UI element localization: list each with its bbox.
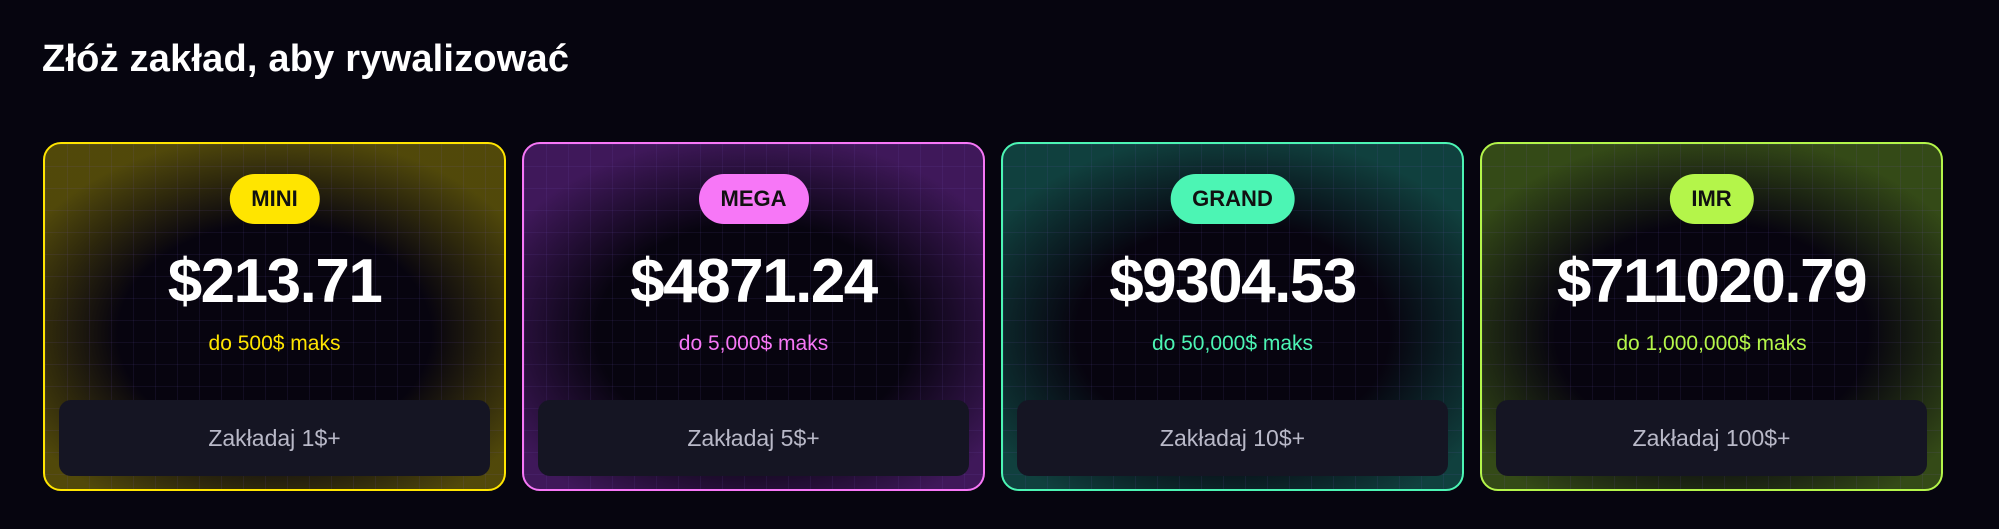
tier-badge: IMR: [1669, 174, 1754, 224]
jackpot-amount: $4871.24: [630, 247, 878, 316]
jackpot-card-imr: IMR $711020.79 do 1,000,000$ maks Zakład…: [1480, 142, 1943, 491]
bet-button[interactable]: Zakładaj 10$+: [1017, 400, 1448, 476]
max-limit: do 1,000,000$ maks: [1616, 332, 1807, 355]
bet-button[interactable]: Zakładaj 5$+: [538, 400, 969, 476]
bet-button[interactable]: Zakładaj 1$+: [59, 400, 490, 476]
tier-badge: MEGA: [698, 174, 809, 224]
jackpot-card-mini: MINI $213.71 do 500$ maks Zakładaj 1$+: [43, 142, 506, 491]
bet-button[interactable]: Zakładaj 100$+: [1496, 400, 1927, 476]
jackpot-card-grand: GRAND $9304.53 do 50,000$ maks Zakładaj …: [1001, 142, 1464, 491]
jackpot-cards: MINI $213.71 do 500$ maks Zakładaj 1$+ M…: [43, 142, 1943, 491]
jackpot-amount: $213.71: [167, 247, 383, 316]
tier-badge: GRAND: [1170, 174, 1295, 224]
tier-badge: MINI: [229, 174, 320, 224]
max-limit: do 500$ maks: [208, 332, 341, 355]
jackpot-amount: $9304.53: [1109, 247, 1357, 316]
jackpot-card-mega: MEGA $4871.24 do 5,000$ maks Zakładaj 5$…: [522, 142, 985, 491]
max-limit: do 5,000$ maks: [678, 332, 829, 355]
jackpot-amount: $711020.79: [1556, 247, 1868, 316]
section-title: Złóż zakład, aby rywalizować: [42, 38, 570, 80]
max-limit: do 50,000$ maks: [1151, 332, 1314, 355]
